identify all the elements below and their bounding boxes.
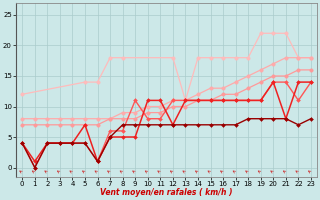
X-axis label: Vent moyen/en rafales ( km/h ): Vent moyen/en rafales ( km/h ) [100,188,233,197]
